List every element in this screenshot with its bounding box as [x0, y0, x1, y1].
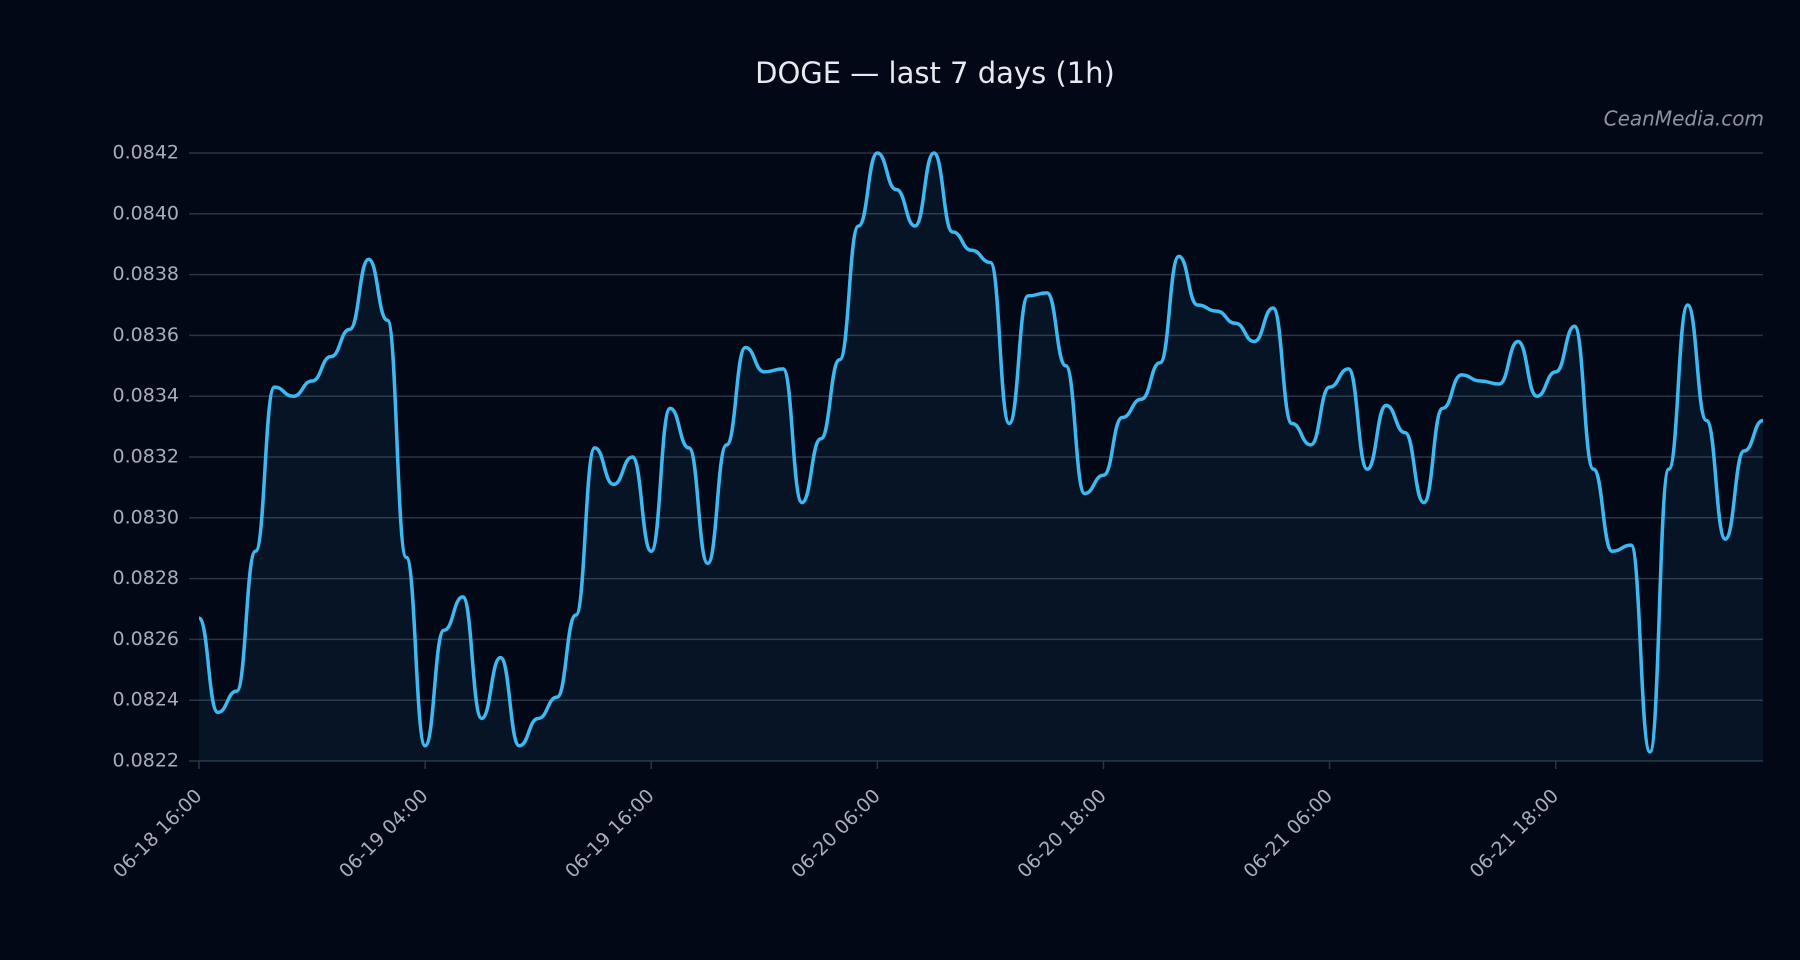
y-tick-label: 0.0834 — [113, 385, 179, 407]
watermark: CeanMedia.com — [1604, 107, 1764, 131]
line — [197, 151, 1764, 754]
y-tick-label: 0.0832 — [113, 446, 179, 468]
area — [199, 153, 1763, 761]
y-tick-label: 0.0842 — [113, 142, 179, 164]
y-tick-label: 0.0826 — [113, 628, 179, 650]
y-tick-label: 0.0830 — [113, 506, 179, 528]
chart-title: DOGE — last 7 days (1h) — [755, 56, 1115, 90]
y-tick-label: 0.0822 — [113, 750, 179, 772]
y-tick-label: 0.0828 — [113, 567, 179, 589]
y-tick-label: 0.0840 — [113, 202, 179, 224]
y-tick-label: 0.0824 — [113, 689, 179, 711]
y-tick-label: 0.0836 — [113, 324, 179, 346]
y-tick-label: 0.0838 — [113, 263, 179, 285]
